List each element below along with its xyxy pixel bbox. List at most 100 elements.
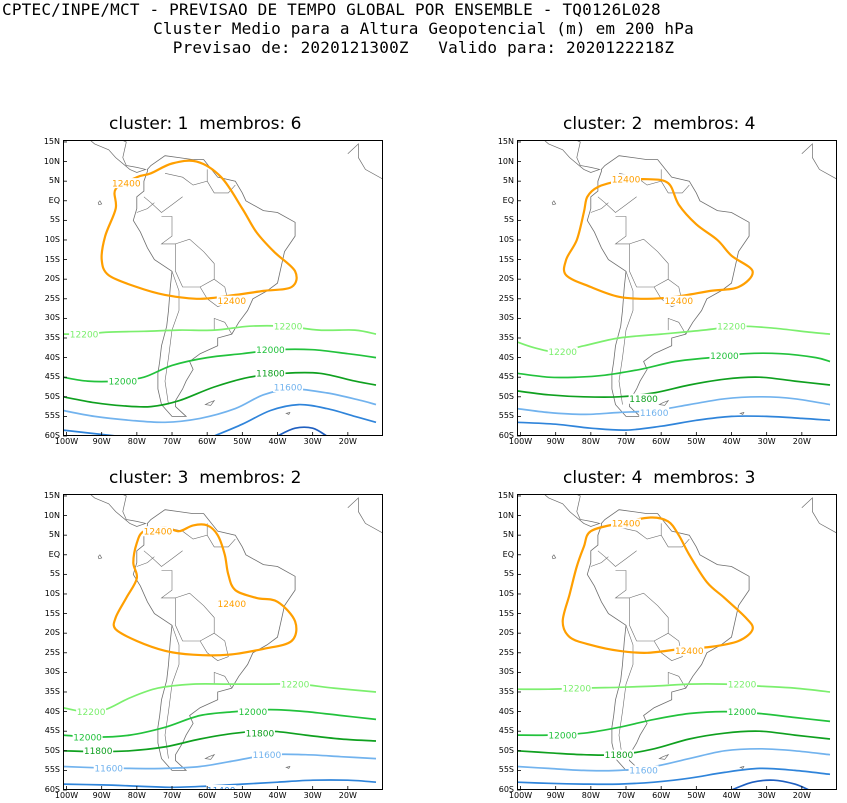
contour-label-11800: 11800 [84, 747, 113, 757]
lon-tick-label: 90W [92, 437, 111, 446]
map-area: 12400 12400 12200 12200 12000 12000 11800 11800… [63, 494, 383, 791]
contour-label-11400: 11400 [207, 786, 236, 796]
country-border [175, 238, 215, 288]
lat-tick-label: 10N [497, 510, 514, 520]
contour-label-12200: 12200 [281, 680, 310, 690]
lat-tick-label: 15N [497, 490, 514, 500]
country-border [175, 592, 215, 642]
country-border [629, 238, 669, 288]
lat-tick-label: 55S [44, 411, 60, 421]
lon-tick-label: 50W [233, 791, 252, 800]
lon-tick-label: 30W [757, 791, 776, 800]
map-frame [517, 140, 837, 436]
lat-tick-label: 10N [43, 510, 60, 520]
island-coastline [543, 140, 601, 173]
lat-tick-label: 15S [498, 608, 514, 618]
country-border [143, 550, 183, 567]
country-border [143, 196, 183, 213]
country-border [660, 535, 690, 548]
island-coastline [97, 200, 103, 206]
lon-tick-label: 80W [581, 791, 600, 800]
lat-tick-label: 25S [498, 293, 514, 303]
contour-11600 [63, 388, 377, 424]
panel-title: cluster: 4 membros: 3 [563, 468, 756, 488]
contour-label-11800: 11800 [256, 370, 285, 380]
coastline [586, 509, 750, 771]
contour-label-11600: 11600 [253, 751, 282, 761]
island-coastline [551, 200, 557, 206]
lat-tick-label: EQ [48, 549, 60, 559]
lat-tick-label: 35S [498, 332, 514, 342]
lon-tick-label: 50W [687, 791, 706, 800]
contour-11600 [517, 395, 831, 416]
panel-title: cluster: 3 membros: 2 [109, 468, 302, 488]
contour-12200 [63, 682, 377, 713]
contour-12400 [112, 523, 298, 657]
lon-tick-label: 60W [198, 437, 217, 446]
island-coastline [658, 753, 670, 760]
lon-tick-label: 20W [338, 791, 357, 800]
lat-tick-label: 30S [44, 313, 60, 323]
lat-tick-label: 55S [44, 765, 60, 775]
country-border [136, 556, 155, 567]
lat-tick-label: 25S [498, 647, 514, 657]
contour-label-12000: 12000 [710, 352, 739, 362]
lon-tick-label: 70W [616, 791, 636, 800]
lon-tick-label: 80W [581, 437, 600, 446]
island-coastline [739, 411, 745, 415]
lat-tick-label: 50S [498, 745, 514, 755]
lon-tick-label: 70W [162, 437, 182, 446]
country-border [618, 271, 634, 405]
country-border [660, 181, 690, 194]
lat-tick-label: 40S [44, 706, 60, 716]
island-coastline [204, 753, 216, 760]
contour-11400 [213, 403, 377, 436]
country-border [199, 632, 229, 661]
coastline [586, 155, 750, 417]
contour-label-11800: 11800 [605, 751, 634, 761]
lat-tick-label: 45S [44, 372, 60, 382]
lat-tick-label: 10S [44, 234, 60, 244]
lon-tick-label: 70W [616, 437, 636, 446]
lat-tick-label: 15N [43, 136, 60, 146]
africa-coastline [347, 143, 383, 180]
lat-tick-label: EQ [48, 195, 60, 205]
map-area: 12400 12400 12200 12200 12000 12000 11800 11600 [517, 494, 837, 791]
lat-tick-label: 30S [498, 313, 514, 323]
contour-11400 [517, 767, 831, 786]
lat-tick-label: 5N [502, 530, 514, 540]
contour-12000 [517, 352, 831, 379]
contour-label-12400: 12400 [217, 297, 246, 307]
island-coastline [285, 765, 291, 769]
country-border [164, 271, 180, 405]
contour-label-11800: 11800 [629, 395, 658, 405]
lat-tick-label: 35S [498, 686, 514, 696]
lon-tick-label: 70W [162, 791, 182, 800]
contour-label-12400: 12400 [217, 600, 246, 610]
lon-tick-label: 100W [54, 437, 79, 446]
island-coastline [788, 135, 790, 137]
africa-coastline [801, 497, 837, 534]
lat-tick-label: 15N [497, 136, 514, 146]
country-border [164, 625, 180, 759]
lat-tick-label: 5N [48, 176, 60, 186]
lat-tick-label: 35S [44, 332, 60, 342]
contour-12200 [63, 324, 377, 336]
island-coastline [334, 489, 336, 491]
lat-tick-label: 40S [498, 352, 514, 362]
country-border [597, 196, 637, 213]
country-border [667, 671, 687, 689]
lat-tick-label: 50S [44, 391, 60, 401]
lat-tick-label: 5N [502, 176, 514, 186]
lon-tick-label: 60W [652, 437, 671, 446]
map-content: 12400 12400 12200 12200 12000 12000 11800 11600 [63, 140, 383, 436]
lat-tick-label: 45S [44, 726, 60, 736]
contour-11800 [517, 376, 831, 398]
lat-tick-label: 5S [503, 215, 514, 225]
country-border [206, 535, 236, 548]
country-border [136, 202, 155, 213]
country-border [213, 671, 233, 689]
header-line-2: Cluster Medio para a Altura Geopotencial… [153, 19, 694, 38]
island-coastline [285, 411, 291, 415]
lat-tick-label: 20S [44, 274, 60, 284]
